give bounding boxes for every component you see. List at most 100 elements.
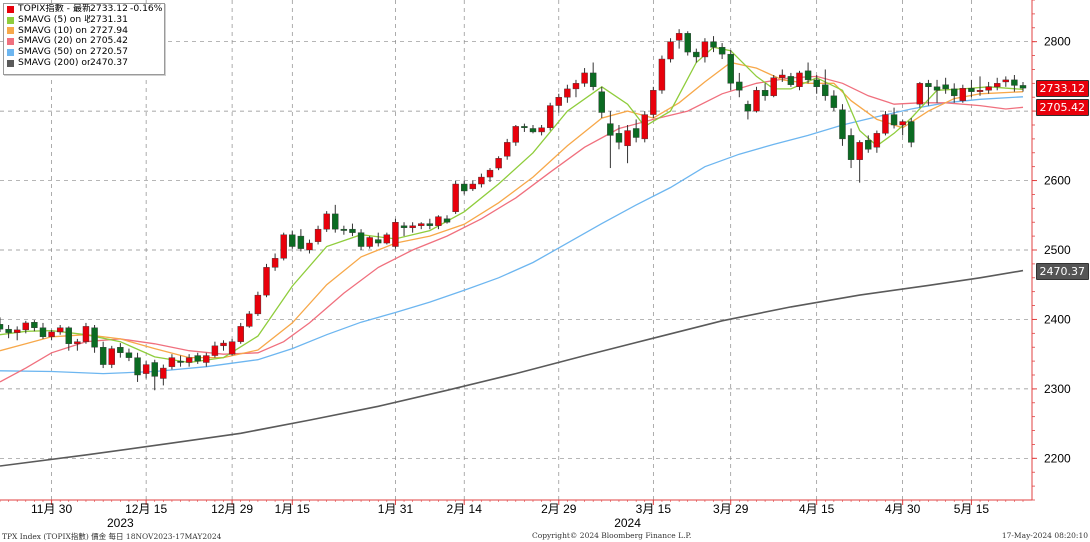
candle xyxy=(366,236,373,249)
candle xyxy=(168,354,176,370)
candle-body xyxy=(538,127,545,133)
candle-body xyxy=(5,328,12,333)
candle xyxy=(693,48,700,63)
candle xyxy=(899,119,906,136)
legend-value: 2733.12 xyxy=(90,3,128,14)
candle-body xyxy=(675,33,683,41)
candle-body xyxy=(985,86,992,91)
candle-body xyxy=(469,183,477,190)
candle xyxy=(228,338,236,356)
candle-body xyxy=(512,126,519,143)
legend: TOPIX指數 - 最新價2733.12-0.16%SMAVG (5) on 收… xyxy=(3,3,165,75)
legend-item: SMAVG (50) on 收盤2720.57 xyxy=(4,46,164,58)
candle-body xyxy=(607,123,614,136)
candle xyxy=(297,229,305,252)
sma200-line xyxy=(0,269,1024,467)
candle-body xyxy=(91,327,98,348)
candle-body xyxy=(314,228,322,242)
candle-body xyxy=(529,128,537,133)
candle-body xyxy=(461,183,468,192)
candle xyxy=(753,86,760,113)
legend-change: -0.16% xyxy=(130,3,163,14)
candle xyxy=(108,345,115,369)
candle-body xyxy=(349,228,356,233)
candle-body xyxy=(435,216,442,226)
candle xyxy=(1019,81,1027,92)
legend-item: SMAVG (5) on 收盤2731.31 xyxy=(4,13,164,26)
candle xyxy=(383,232,391,245)
candle xyxy=(572,79,580,98)
candle-body xyxy=(650,90,657,115)
candle xyxy=(263,263,270,298)
candle xyxy=(142,361,150,379)
legend-value: 2731.31 xyxy=(90,13,128,25)
candle xyxy=(658,55,666,94)
candle xyxy=(74,338,81,351)
legend-item: SMAVG (20) on 收盤2705.42 xyxy=(4,36,164,47)
candle xyxy=(452,180,459,214)
candle-body xyxy=(572,83,580,90)
candle-body xyxy=(357,232,365,247)
x-tick-label: 4月 15 xyxy=(799,502,835,516)
candle xyxy=(314,225,322,245)
candle xyxy=(504,138,511,160)
candle-body xyxy=(925,83,932,88)
x-tick-label: 3月 15 xyxy=(636,502,672,516)
candle-body xyxy=(383,234,391,244)
legend-value: 2470.37 xyxy=(90,56,128,68)
candle xyxy=(194,352,201,364)
candle xyxy=(650,86,657,119)
candle-body xyxy=(761,90,769,97)
candle xyxy=(908,118,915,148)
candle-body xyxy=(289,234,296,247)
candle xyxy=(495,156,502,171)
candle-body xyxy=(873,133,881,148)
candle xyxy=(134,352,141,382)
candle xyxy=(418,222,425,230)
candle-body xyxy=(546,105,554,128)
y-tick-label: 2400 xyxy=(1044,312,1071,326)
candle xyxy=(615,125,623,150)
candle-body xyxy=(865,140,872,150)
candle-body xyxy=(443,218,451,223)
candle xyxy=(486,168,494,182)
candle-body xyxy=(297,235,305,249)
candle xyxy=(873,130,881,153)
candle xyxy=(994,77,1001,91)
footer-left: TPX Index (TOPIX指數) 價金 每日 18NOV2023-17MA… xyxy=(2,532,222,541)
candle xyxy=(340,225,348,235)
candle-body xyxy=(839,109,846,140)
candle xyxy=(581,68,588,87)
candle-body xyxy=(684,33,691,53)
candle-body xyxy=(168,357,176,367)
candle-body xyxy=(82,326,90,342)
price-tag: 2470.37 xyxy=(1035,262,1089,280)
candle-body xyxy=(125,352,133,358)
candle xyxy=(246,311,253,328)
candle xyxy=(632,119,640,143)
sma20-line xyxy=(0,75,1024,383)
x-tick-label: 2月 14 xyxy=(447,502,483,516)
candle xyxy=(641,111,648,143)
candle xyxy=(461,180,468,195)
candle-body xyxy=(951,88,958,97)
candle xyxy=(375,232,382,247)
x-tick-label: 4月 30 xyxy=(885,502,921,516)
candle-body xyxy=(246,313,253,327)
candle-body xyxy=(908,121,915,143)
candle xyxy=(564,84,571,103)
footer-timestamp: 17-May-2024 08:20:10 xyxy=(1001,531,1088,540)
candle xyxy=(125,348,133,362)
candle-body xyxy=(0,324,4,330)
candle xyxy=(271,253,279,271)
candle-body xyxy=(933,86,941,91)
candle xyxy=(512,125,519,146)
legend-item: TOPIX指數 - 最新價2733.12-0.16% xyxy=(4,3,164,15)
candle-body xyxy=(589,72,597,88)
candle-body xyxy=(306,242,313,251)
candle-body xyxy=(271,258,279,268)
price-tag: 2733.12 xyxy=(1035,80,1089,98)
candle-body xyxy=(727,53,734,84)
candle xyxy=(392,218,399,249)
